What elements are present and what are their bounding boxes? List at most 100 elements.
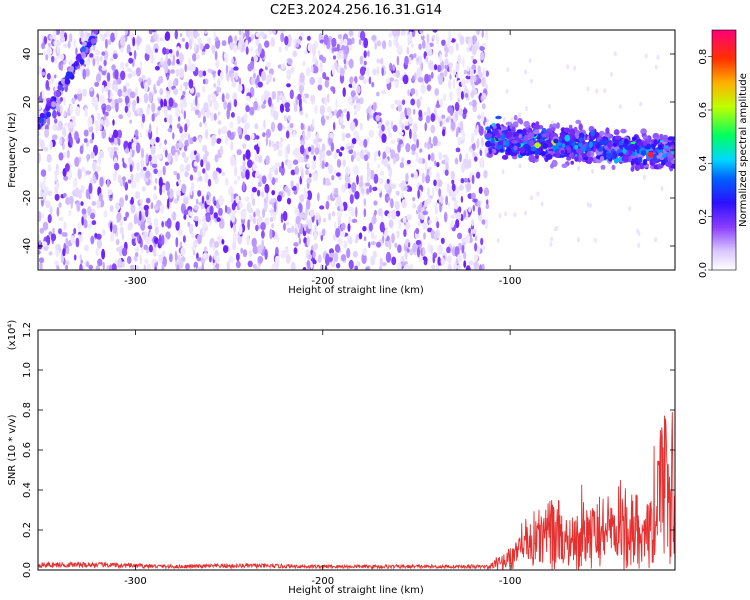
- spectrogram-band-cell: [560, 150, 565, 155]
- spectrogram-noise-cell: [321, 228, 326, 237]
- spectrogram-noise-cell: [122, 175, 126, 187]
- spectrogram-noise-cell: [309, 173, 312, 178]
- spectrogram-noise-cell: [216, 138, 221, 144]
- spectrogram-noise-cell: [253, 101, 258, 111]
- spectrogram-noise-cell: [474, 128, 479, 136]
- spectrogram-noise-cell: [289, 89, 294, 100]
- spectrogram-noise-cell: [168, 97, 174, 107]
- spectrogram-noise-cell: [117, 97, 123, 104]
- spectrogram-noise-cell: [262, 208, 265, 218]
- spectrogram-noise-cell: [258, 173, 263, 183]
- spectrogram-noise-cell: [156, 199, 162, 207]
- spectrogram-noise-cell: [417, 157, 423, 165]
- spectrogram-noise-cell: [245, 95, 251, 101]
- spectrogram-noise-cell: [307, 219, 313, 230]
- spectrogram-noise-cell: [465, 75, 471, 80]
- spectrogram-noise-cell: [96, 112, 101, 121]
- spectrogram-band-cell: [642, 158, 648, 166]
- spectrogram-noise-cell: [407, 242, 411, 248]
- spectrogram-noise-cell: [428, 60, 434, 71]
- spectrogram-noise-cell: [410, 173, 414, 178]
- spectrogram-noise-cell: [179, 126, 183, 134]
- spectrogram-noise-cell: [384, 229, 387, 240]
- spectrogram-noise-cell: [213, 241, 219, 248]
- spectrogram-band-cell: [611, 164, 616, 171]
- spectrogram-noise-cell: [115, 102, 119, 113]
- spectrogram-noise-cell: [251, 237, 257, 248]
- spectrogram-noise-cell: [182, 90, 186, 96]
- spectrogram-noise-cell: [89, 53, 94, 58]
- spectrogram-noise-cell: [297, 93, 302, 101]
- spectrogram-noise-cell: [48, 231, 53, 236]
- spectrogram-noise-cell: [180, 108, 184, 115]
- spectrogram-noise-cell: [133, 255, 138, 262]
- spectrogram-noise-cell: [654, 237, 658, 243]
- spectrogram-noise-cell: [149, 161, 153, 167]
- spectrogram-noise-cell: [178, 52, 184, 63]
- spectrogram-noise-cell: [185, 41, 189, 50]
- spectrogram-noise-cell: [231, 57, 234, 64]
- spectrogram-noise-cell: [388, 239, 392, 250]
- spectrogram-noise-cell: [148, 49, 154, 57]
- spectrogram-noise-cell: [350, 90, 356, 98]
- spectrogram-noise-cell: [424, 73, 430, 84]
- spectrogram-noise-cell: [80, 201, 84, 206]
- spectrogram-noise-cell: [91, 200, 97, 207]
- spectrogram-noise-cell: [245, 46, 249, 55]
- spectrogram-noise-cell: [174, 250, 178, 262]
- spectrogram-band-cell: [662, 136, 669, 142]
- spectrogram-noise-cell: [161, 234, 165, 246]
- spectrogram-noise-cell: [204, 43, 210, 50]
- spectrogram-noise-cell: [595, 88, 599, 94]
- spectrogram-noise-cell: [397, 244, 402, 253]
- spectrogram-noise-cell: [366, 112, 370, 121]
- spectrogram-noise-cell: [50, 233, 57, 242]
- spectrogram-noise-cell: [119, 178, 124, 187]
- spectrogram-noise-cell: [86, 61, 90, 69]
- spectrogram-noise-cell: [95, 247, 99, 256]
- spectrogram-noise-cell: [180, 133, 186, 141]
- spectrogram-noise-cell: [55, 249, 60, 258]
- spectrogram-noise-cell: [214, 50, 218, 61]
- spectrogram-noise-cell: [226, 260, 230, 270]
- spectrogram-noise-cell: [191, 232, 195, 239]
- spectrogram-noise-cell: [358, 39, 362, 45]
- spectrogram-noise-cell: [365, 267, 370, 270]
- spectrogram-noise-cell: [304, 49, 308, 55]
- spectrogram-noise-cell: [79, 145, 84, 155]
- spectrogram-noise-cell: [63, 122, 69, 128]
- spectrogram-noise-cell: [417, 77, 424, 83]
- spectrogram-noise-cell: [201, 51, 205, 56]
- spectrogram-noise-cell: [129, 264, 135, 270]
- spectrogram-noise-cell: [143, 244, 148, 251]
- spectrogram-noise-cell: [131, 142, 136, 151]
- spectrogram-noise-cell: [324, 265, 328, 270]
- spectrogram-noise-cell: [107, 89, 111, 98]
- colorbar-gradient: [711, 29, 737, 271]
- spectrogram-noise-cell: [85, 189, 90, 199]
- spectrogram-noise-cell: [83, 129, 89, 137]
- spectrogram-noise-cell: [287, 159, 293, 170]
- spectrogram-noise-cell: [347, 223, 351, 232]
- spectrogram-noise-cell: [302, 266, 307, 270]
- spectrogram-noise-cell: [270, 37, 276, 48]
- spectrogram-noise-cell: [340, 51, 344, 60]
- spectrogram-noise-cell: [230, 73, 234, 83]
- spectrogram-noise-cell: [65, 237, 69, 247]
- spectrogram-band-cell: [556, 150, 560, 159]
- spectrogram-noise-cell: [101, 51, 106, 56]
- spectrogram-noise-cell: [406, 248, 410, 253]
- snr-panel: -300 -200 -100 0.00.20.40.60.81.01.2 Heigh…: [7, 320, 676, 596]
- spectrogram-noise-cell: [381, 133, 387, 143]
- spectrogram-noise-cell: [87, 206, 92, 216]
- spectrogram-noise-cell: [406, 107, 412, 117]
- spectrogram-noise-cell: [193, 215, 199, 222]
- spectrogram-noise-cell: [153, 84, 156, 93]
- spectrogram-noise-cell: [406, 214, 412, 221]
- spectrogram-noise-cell: [438, 152, 442, 159]
- spectrogram-noise-cell: [121, 233, 125, 240]
- spectrogram-noise-cell: [373, 101, 377, 112]
- spectrogram-noise-cell: [179, 103, 182, 108]
- spectrogram-band-cell: [553, 138, 559, 144]
- spectrogram-noise-cell: [42, 221, 49, 231]
